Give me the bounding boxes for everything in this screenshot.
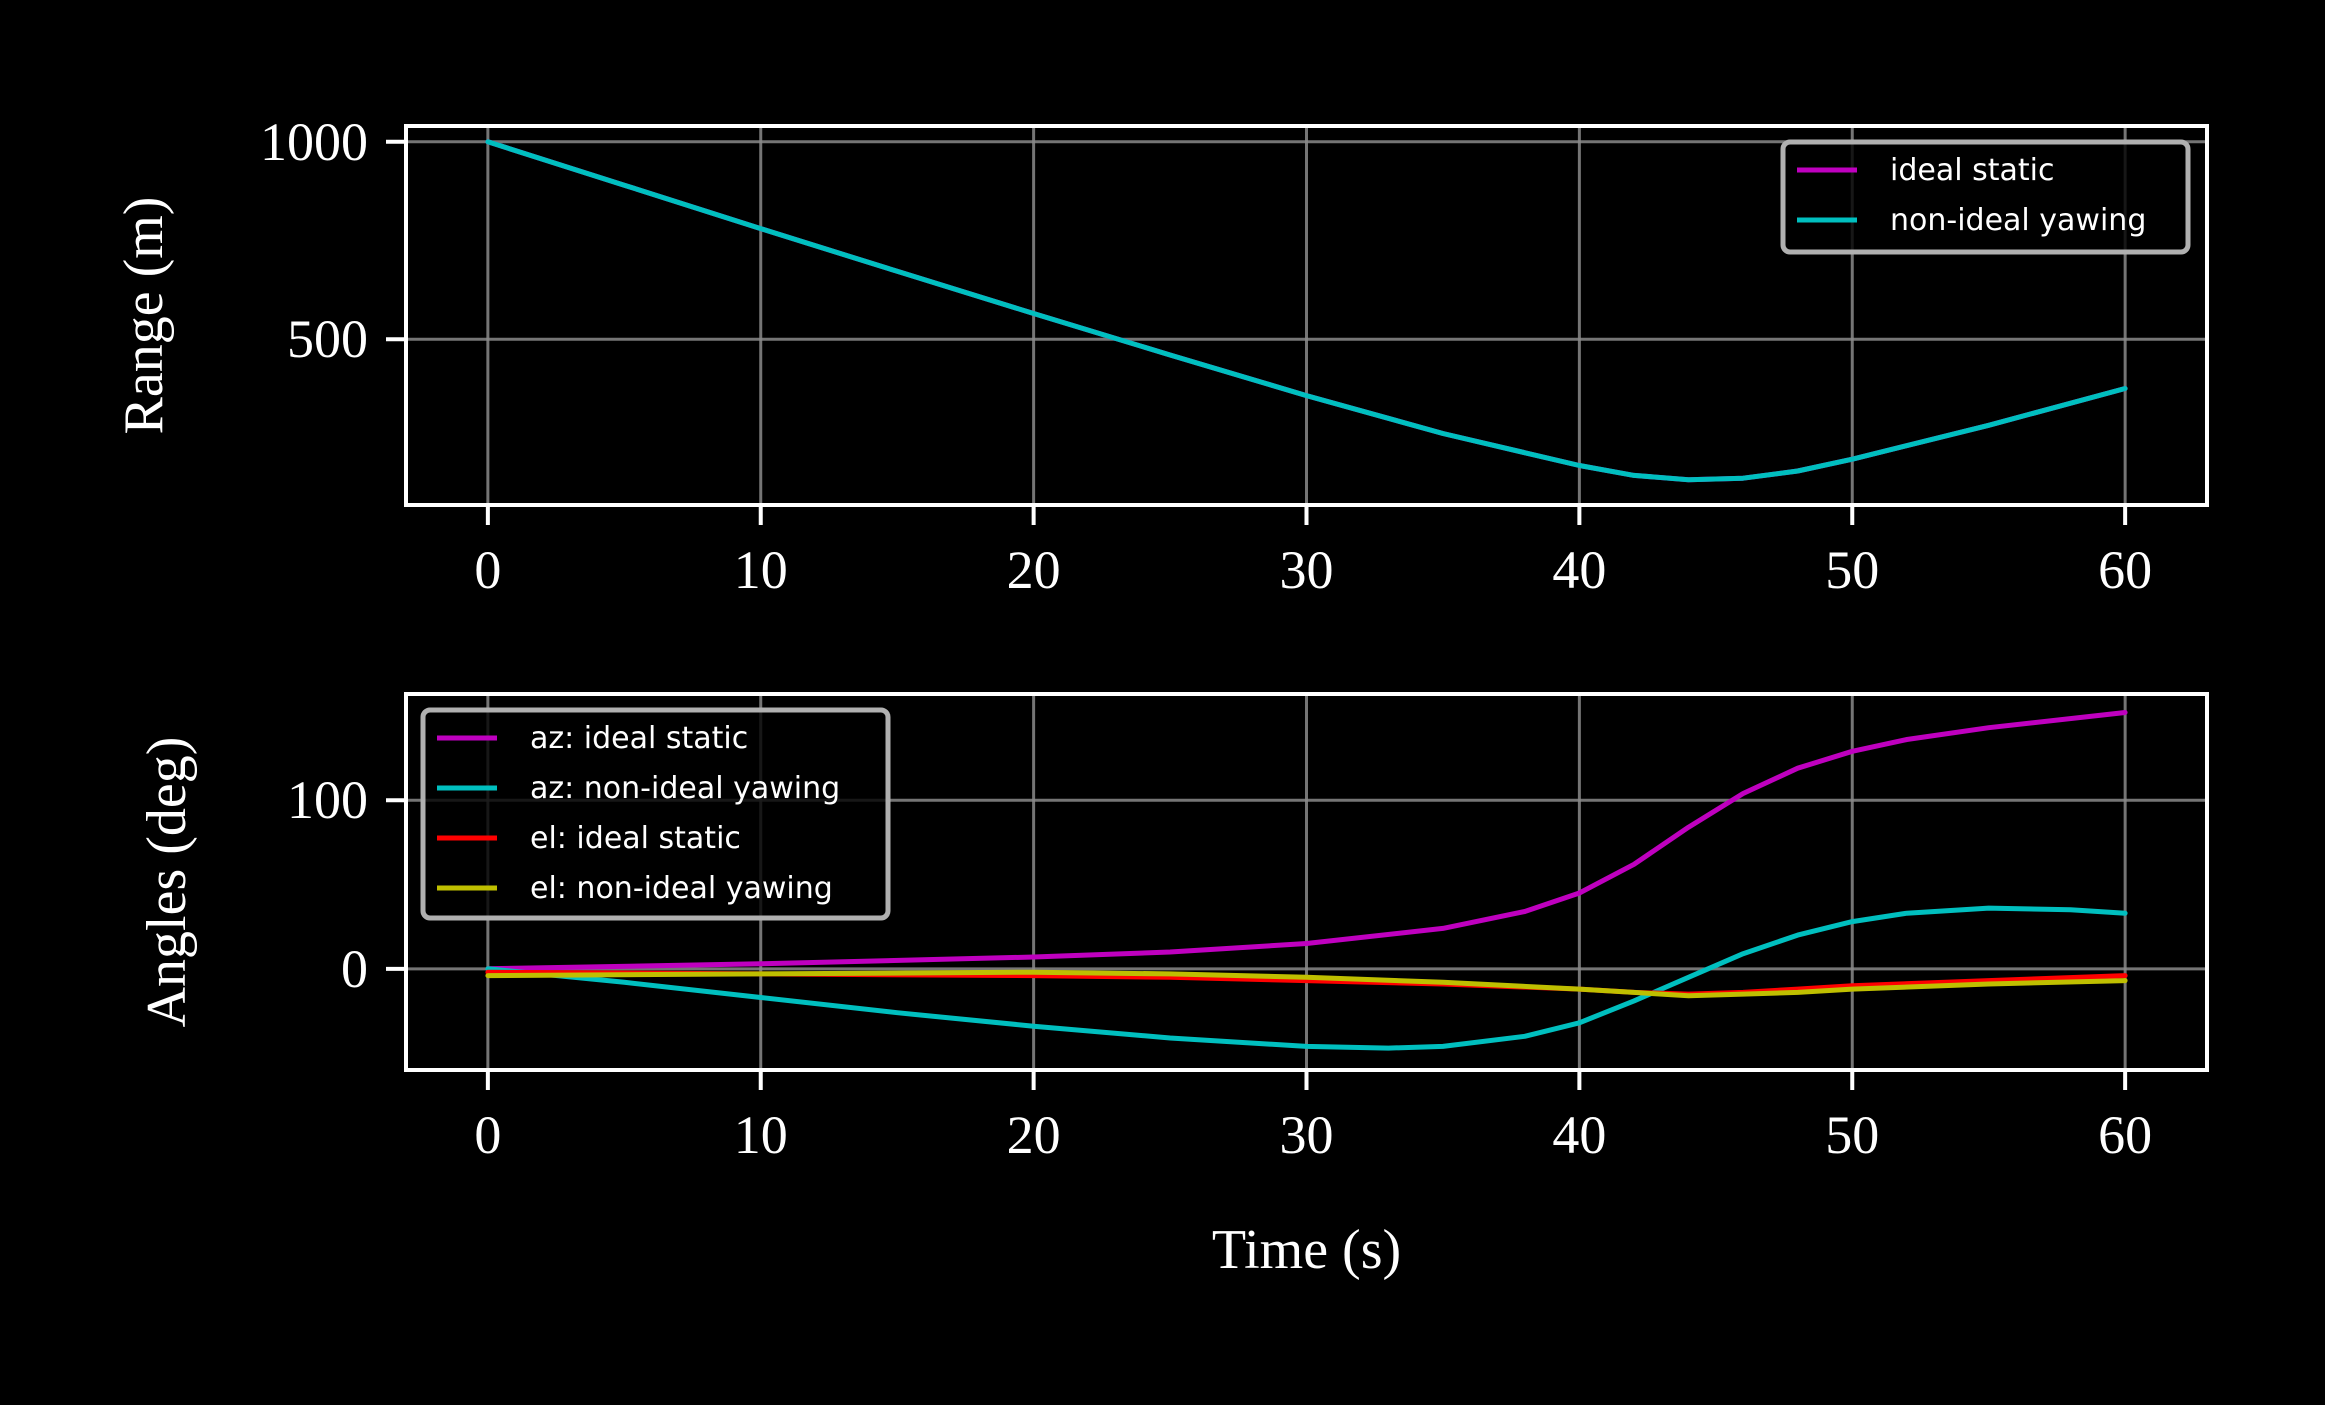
series-line-non-ideal-yawing xyxy=(485,139,2128,483)
series-line-el-non-ideal-yawing xyxy=(485,969,2128,999)
y-tick-label: 1000 xyxy=(260,112,368,172)
legend-label-el-non-ideal-yawing: el: non-ideal yawing xyxy=(530,871,833,906)
y-tick-label: 100 xyxy=(287,770,368,830)
x-tick-label: 60 xyxy=(2098,540,2152,600)
x-tick-label: 50 xyxy=(1825,540,1879,600)
x-tick-label: 10 xyxy=(734,540,788,600)
legend-label-az-non-ideal-yawing: az: non-ideal yawing xyxy=(530,771,840,806)
legend-label-non-ideal-yawing: non-ideal yawing xyxy=(1890,203,2146,238)
series-line-az-non-ideal-yawing xyxy=(485,905,2128,1051)
legend-box xyxy=(1780,139,2191,255)
x-tick-label: 0 xyxy=(474,540,501,600)
legend-label-az-ideal-static: az: ideal static xyxy=(530,721,748,756)
legend-label-ideal-static: ideal static xyxy=(1890,153,2054,188)
x-tick-label: 40 xyxy=(1552,540,1606,600)
legend: ideal static non-ideal yawing xyxy=(1780,139,2191,255)
x-tick-label: 30 xyxy=(1280,540,1334,600)
x-tick-label: 50 xyxy=(1825,1105,1879,1165)
x-axis-title: Time (s) xyxy=(1212,1219,1401,1281)
range-subplot: 0 10 20 30 40 50 60 500 1000 Range (m) ideal stati… xyxy=(113,112,2209,600)
series-line-az-ideal-static xyxy=(485,710,2128,972)
x-tick-label: 20 xyxy=(1007,540,1061,600)
y-tick-label: 500 xyxy=(287,309,368,369)
y-axis-title: Range (m) xyxy=(113,197,175,435)
legend: az: ideal static az: non-ideal yawing el: … xyxy=(420,707,891,921)
x-tick-label: 30 xyxy=(1280,1105,1334,1165)
angles-subplot: 0 10 20 30 40 50 60 0 100 Angles (deg) Time (s) az:… xyxy=(136,692,2209,1281)
legend-box xyxy=(420,707,891,921)
x-tick-label: 20 xyxy=(1007,1105,1061,1165)
x-tick-label: 40 xyxy=(1552,1105,1606,1165)
x-tick-label: 60 xyxy=(2098,1105,2152,1165)
y-tick-label: 0 xyxy=(341,939,368,999)
x-tick-label: 10 xyxy=(734,1105,788,1165)
y-axis-title: Angles (deg) xyxy=(136,737,198,1028)
legend-label-el-ideal-static: el: ideal static xyxy=(530,821,741,856)
x-tick-label: 0 xyxy=(474,1105,501,1165)
